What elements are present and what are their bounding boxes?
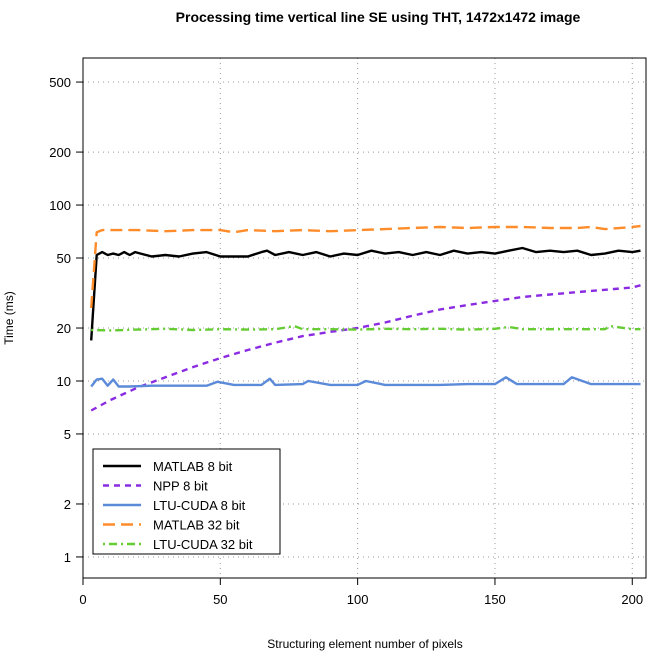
legend-label: MATLAB 8 bit — [153, 459, 233, 474]
legend-box — [92, 448, 281, 555]
plot-area — [82, 57, 647, 579]
chart-title: Processing time vertical line SE using T… — [176, 9, 581, 25]
y-tick-label: 2 — [64, 497, 71, 512]
x-axis-label: Structuring element number of pixels — [267, 637, 462, 651]
y-tick-label: 100 — [49, 198, 71, 213]
y-tick-label: 10 — [57, 374, 71, 389]
series-line-4 — [91, 324, 641, 332]
y-axis-label: Time (ms) — [2, 291, 16, 345]
series-line-3 — [90, 224, 641, 309]
series-line-1 — [90, 284, 641, 412]
y-axis: 1 2 5 10 20 50 100 200 500 — [49, 75, 83, 565]
legend: MATLAB 8 bit NPP 8 bit LTU-CUDA 8 bit MATLA… — [92, 448, 281, 555]
x-tick-label: 100 — [347, 592, 369, 607]
series-line-0 — [90, 246, 641, 341]
x-tick-label: 150 — [484, 592, 506, 607]
y-tick-label: 5 — [64, 427, 71, 442]
legend-label: LTU-CUDA 32 bit — [153, 537, 253, 552]
series-layer — [90, 224, 641, 412]
y-tick-label: 500 — [49, 75, 71, 90]
x-axis: 0 50 100 150 200 — [79, 578, 643, 607]
series-line-2 — [90, 376, 641, 388]
x-tick-label: 200 — [621, 592, 643, 607]
y-tick-label: 200 — [49, 145, 71, 160]
y-tick-label: 1 — [64, 550, 71, 565]
legend-label: MATLAB 32 bit — [153, 518, 240, 533]
y-tick-label: 50 — [57, 251, 71, 266]
legend-label: LTU-CUDA 8 bit — [153, 498, 246, 513]
x-tick-label: 50 — [213, 592, 227, 607]
x-tick-label: 0 — [79, 592, 86, 607]
legend-label: NPP 8 bit — [153, 479, 208, 494]
y-tick-label: 20 — [57, 321, 71, 336]
